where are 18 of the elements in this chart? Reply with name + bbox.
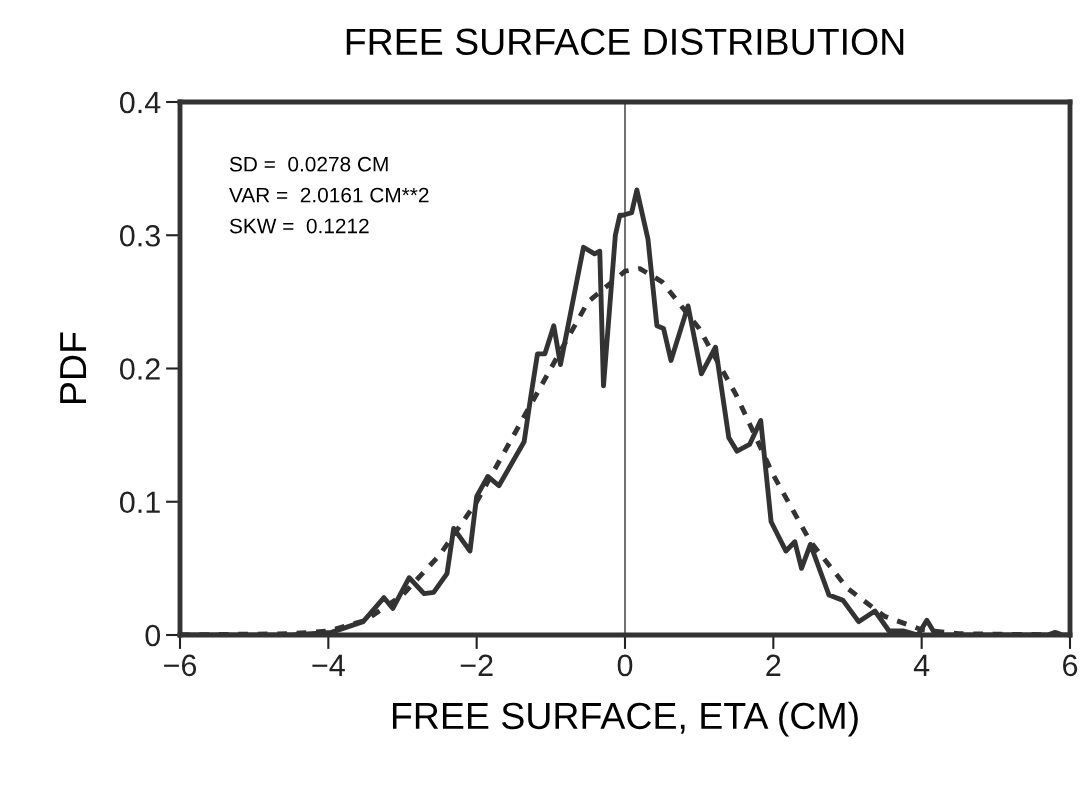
- x-tick-label: 0: [617, 654, 633, 677]
- y-tick-label: 0.1: [119, 491, 160, 514]
- x-tick-label: 4: [913, 654, 930, 676]
- x-tick-label: −2: [460, 654, 493, 676]
- y-axis-title: PDF: [60, 332, 86, 403]
- x-tick-label: −6: [164, 654, 197, 677]
- annotation: SD = 0.0278 CM: [229, 156, 388, 172]
- x-tick-label: 6: [1063, 654, 1078, 677]
- x-axis-title: FREE SURFACE, ETA (CM): [392, 701, 858, 737]
- y-tick-label: 0.3: [119, 224, 160, 247]
- annotation: VAR = 2.0161 CM**2: [229, 187, 429, 203]
- y-tick-label: 0: [145, 624, 161, 647]
- x-tick-label: −4: [312, 654, 345, 676]
- annotation: SKW = 0.1212: [229, 218, 369, 234]
- y-tick-label: 0.4: [119, 91, 161, 114]
- chart-title: FREE SURFACE DISTRIBUTION: [346, 28, 904, 56]
- x-tick-label: 2: [766, 654, 781, 676]
- y-tick-label: 0.2: [119, 358, 160, 380]
